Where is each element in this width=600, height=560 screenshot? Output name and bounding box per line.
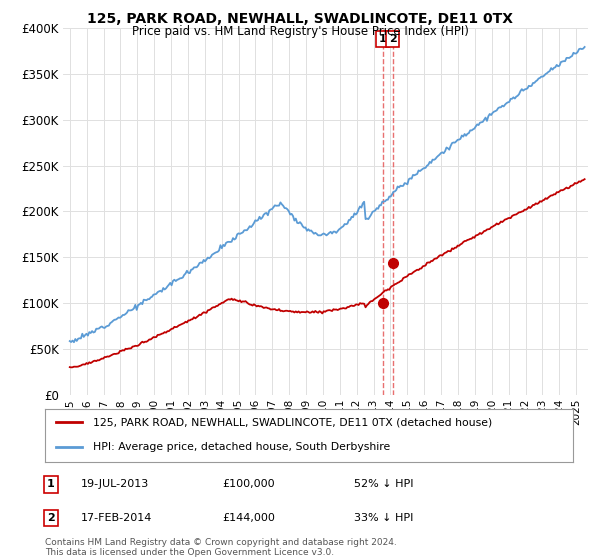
Text: Price paid vs. HM Land Registry's House Price Index (HPI): Price paid vs. HM Land Registry's House … [131, 25, 469, 38]
Text: 2: 2 [47, 513, 55, 523]
Text: Contains HM Land Registry data © Crown copyright and database right 2024.
This d: Contains HM Land Registry data © Crown c… [45, 538, 397, 557]
Text: 17-FEB-2014: 17-FEB-2014 [81, 513, 152, 523]
Text: 19-JUL-2013: 19-JUL-2013 [81, 479, 149, 489]
Text: 52% ↓ HPI: 52% ↓ HPI [354, 479, 413, 489]
Text: HPI: Average price, detached house, South Derbyshire: HPI: Average price, detached house, Sout… [92, 442, 390, 452]
Text: £144,000: £144,000 [222, 513, 275, 523]
Text: 125, PARK ROAD, NEWHALL, SWADLINCOTE, DE11 0TX: 125, PARK ROAD, NEWHALL, SWADLINCOTE, DE… [87, 12, 513, 26]
Text: 1: 1 [47, 479, 55, 489]
Text: 1: 1 [379, 34, 386, 44]
Text: £100,000: £100,000 [222, 479, 275, 489]
Text: 2: 2 [389, 34, 397, 44]
Text: 33% ↓ HPI: 33% ↓ HPI [354, 513, 413, 523]
Text: 125, PARK ROAD, NEWHALL, SWADLINCOTE, DE11 0TX (detached house): 125, PARK ROAD, NEWHALL, SWADLINCOTE, DE… [92, 417, 492, 427]
